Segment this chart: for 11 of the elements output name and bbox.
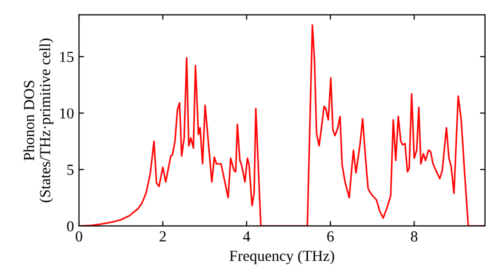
x-tick-label: 2 — [160, 231, 166, 242]
y-tick-label: 5 — [67, 164, 74, 175]
x-tick-label: 8 — [410, 231, 418, 242]
x-tick-label: 6 — [327, 231, 334, 242]
x-tick-label: 4 — [243, 231, 250, 242]
x-tick-label: 0 — [76, 231, 82, 242]
y-axis-title: Phonon DOS (States/THz·primitive cell) — [23, 38, 54, 202]
y-tick-label: 10 — [60, 108, 74, 119]
x-axis-title: Frequency (THz) — [230, 250, 334, 264]
y-tick-label: 15 — [60, 52, 74, 62]
y-tick-label: 0 — [67, 221, 74, 232]
